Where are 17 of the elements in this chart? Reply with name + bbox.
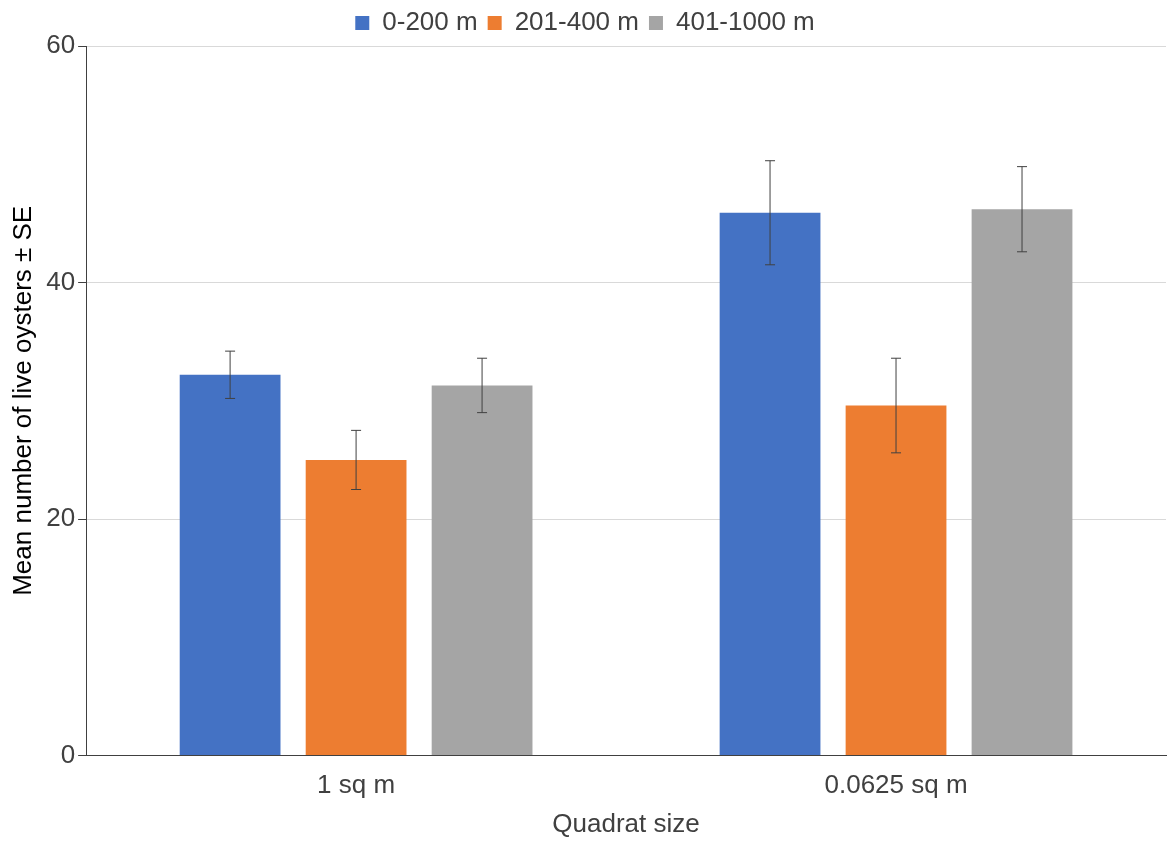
legend-label: 0-200 m (382, 6, 478, 37)
legend-label: 201-400 m (514, 6, 639, 37)
bar (719, 212, 821, 756)
bar (431, 385, 533, 756)
y-axis-title: Mean number of live oysters ± SE (6, 205, 37, 596)
y-tick-label: 0 (60, 738, 76, 769)
y-tick-label: 40 (46, 265, 76, 296)
bar (971, 209, 1073, 756)
bar (179, 374, 281, 756)
y-tick-label: 20 (46, 502, 76, 533)
x-tick-label: 1 sq m (317, 769, 396, 800)
y-tick-label: 60 (46, 29, 76, 60)
bar (845, 405, 947, 756)
bar (305, 459, 407, 756)
x-axis-title: Quadrat size (552, 807, 700, 838)
legend-label: 401-1000 m (675, 6, 815, 37)
x-tick-label: 0.0625 sq m (824, 769, 968, 800)
